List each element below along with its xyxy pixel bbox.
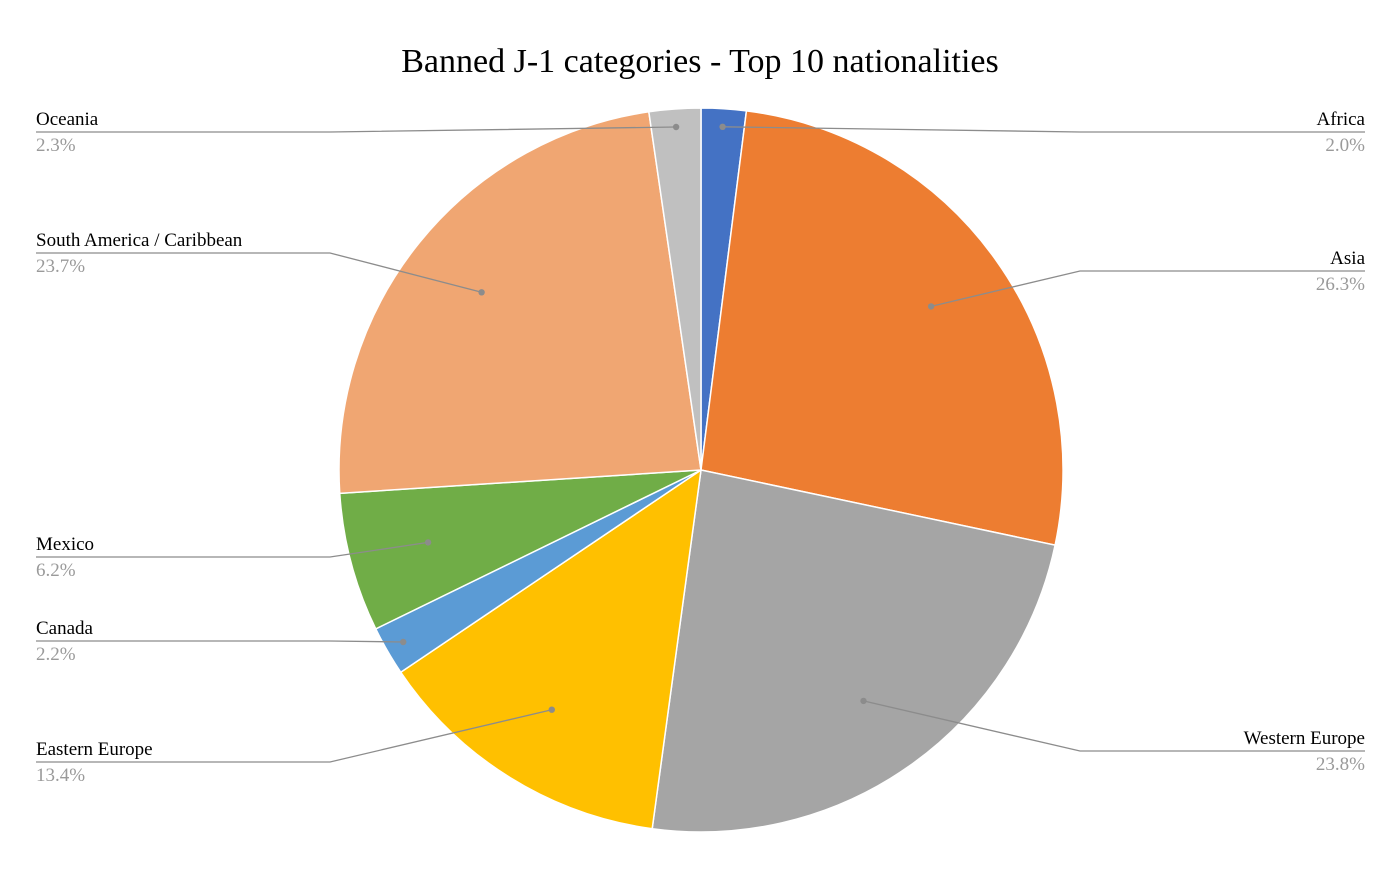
data-label-value-eastern-europe: 13.4% [36, 765, 85, 786]
pie-slice-south-america-caribbean [338, 110, 702, 495]
leader-line-oceania [36, 126, 677, 133]
chart-title: Banned J-1 categories - Top 10 nationali… [401, 43, 999, 80]
leader-dot-africa [719, 123, 726, 130]
data-label-value-oceania: 2.3% [36, 135, 76, 156]
leader-line-south-america-caribbean [36, 252, 482, 293]
leader-line-mexico [36, 541, 429, 558]
leader-line-asia [930, 270, 1365, 308]
leader-line-western-europe [863, 700, 1365, 752]
leader-dot-eastern-europe [548, 706, 555, 713]
data-label-value-canada: 2.2% [36, 644, 76, 665]
leader-line-canada [36, 640, 404, 643]
leader-line-africa [722, 126, 1365, 133]
data-label-name-mexico: Mexico [36, 534, 94, 555]
pie-slices [338, 107, 1064, 833]
data-label-value-asia: 26.3% [1316, 274, 1365, 295]
leader-dot-oceania [672, 123, 680, 131]
data-label-name-western-europe: Western Europe [1244, 728, 1365, 749]
leader-dot-western-europe [860, 697, 867, 705]
data-labels: Africa 2.0% Asia 26.3% Western Europe 23.8% Ea… [36, 109, 1366, 786]
data-label-name-eastern-europe: Eastern Europe [36, 739, 153, 760]
data-label-name-asia: Asia [1330, 248, 1365, 269]
leader-dot-asia [927, 303, 935, 310]
leader-lines [36, 123, 1365, 763]
data-label-value-mexico: 6.2% [36, 560, 76, 581]
leader-line-eastern-europe [36, 709, 552, 763]
data-label-value-africa: 2.0% [1325, 135, 1365, 156]
data-label-name-south-america-caribbean: South America / Caribbean [36, 230, 243, 251]
pie-slice-oceania [647, 107, 702, 471]
data-label-name-africa: Africa [1316, 109, 1365, 130]
leader-dot-south-america-caribbean [478, 289, 485, 296]
pie-slice-mexico [338, 469, 702, 630]
leader-dot-mexico [424, 539, 432, 546]
data-label-name-canada: Canada [36, 618, 94, 639]
leader-dot-canada [400, 638, 407, 646]
pie-slice-eastern-europe [399, 468, 702, 830]
data-label-value-south-america-caribbean: 23.7% [36, 256, 85, 277]
data-label-value-western-europe: 23.8% [1316, 754, 1365, 775]
data-label-name-oceania: Oceania [36, 109, 99, 130]
pie-slice-asia [700, 110, 1064, 547]
pie-slice-western-europe [651, 469, 1056, 833]
